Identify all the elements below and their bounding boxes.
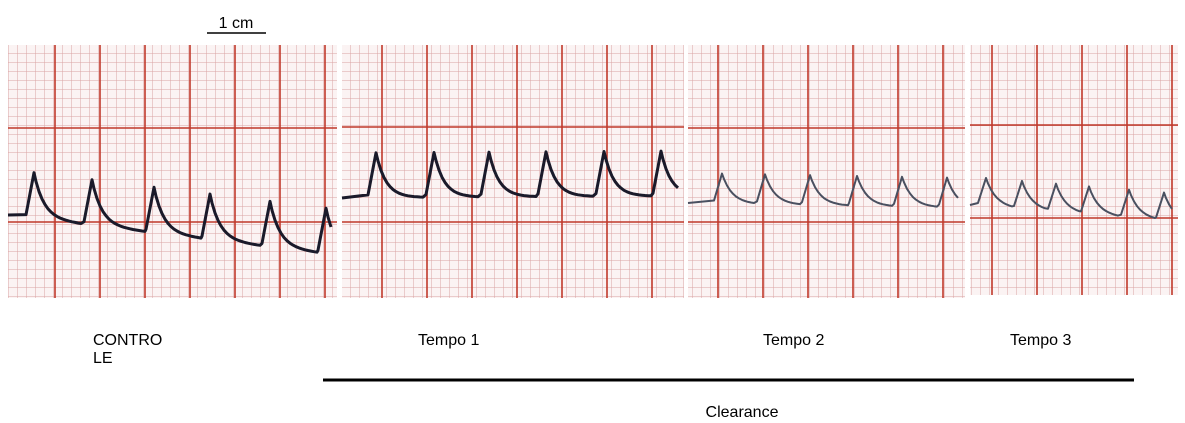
grid-paper [970,45,1178,295]
panel-label: CONTRO [93,332,162,349]
trace [687,172,959,208]
panel: Tempo 2 [687,45,965,349]
trace [969,176,1173,219]
panel-label: LE [93,350,113,367]
panel: Tempo 3 [969,45,1178,349]
trace [341,149,680,200]
grid-paper [688,45,965,298]
panel-label: Tempo 2 [763,332,824,349]
panel: Tempo 1 [341,45,684,349]
panel-label: Tempo 1 [418,332,479,349]
bracket-label: Clearance [706,404,779,421]
grid-paper [8,45,337,298]
scale-label: 1 cm [219,15,254,32]
trace [7,171,333,254]
panel-label: Tempo 3 [1010,332,1071,349]
grid-paper [342,45,684,298]
